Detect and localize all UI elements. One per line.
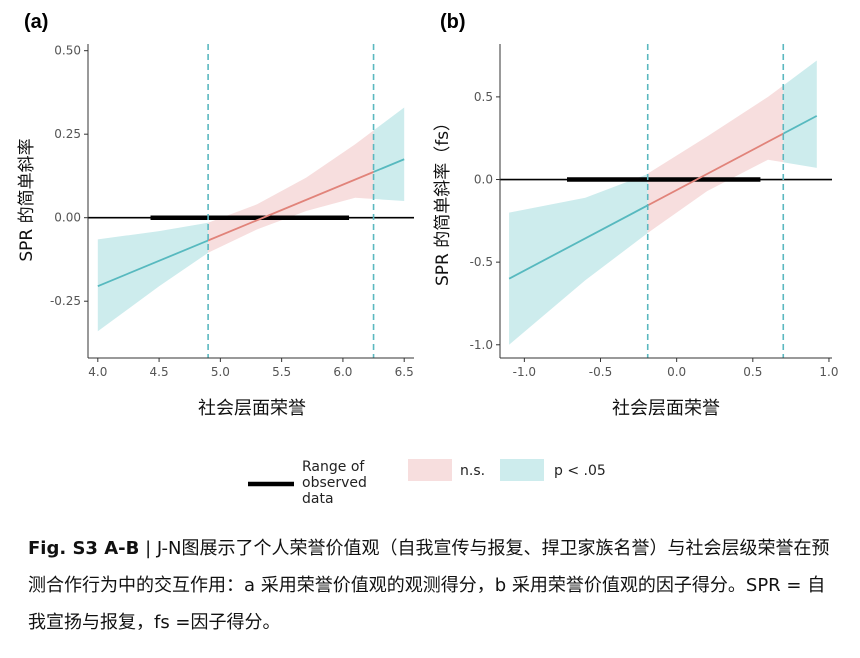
y-tick-label: -0.25 <box>50 294 81 308</box>
y-tick-label: -0.5 <box>470 255 493 269</box>
y-tick-label: 0.50 <box>54 44 81 58</box>
legend-ns-swatch <box>408 459 452 481</box>
panel-label: (b) <box>440 11 466 33</box>
x-tick-label: 5.0 <box>211 365 230 379</box>
simple-slope-line-significant-l <box>97 239 209 288</box>
y-tick-label: 0.0 <box>474 173 493 187</box>
legend-ns-label: n.s. <box>460 463 485 479</box>
confidence-band-significant-r <box>783 60 817 168</box>
x-tick-label: 4.5 <box>150 365 169 379</box>
x-tick-label: 1.0 <box>819 365 838 379</box>
x-tick-label: 0.0 <box>667 365 686 379</box>
y-tick-label: 0.5 <box>474 90 493 104</box>
confidence-band-significant-l <box>509 173 648 345</box>
legend-observed-label: data <box>302 491 334 507</box>
x-axis-title: 社会层面荣誉 <box>198 398 306 419</box>
simple-slope-line-ns-m <box>208 170 374 242</box>
x-tick-label: 6.0 <box>333 365 352 379</box>
panel-label: (a) <box>24 11 48 33</box>
panel-b: -1.0 -0.5 0.0 0.5 -1.0 -0.5 0.0 0.5 1.0 社会层面荣誉 SPR… <box>433 11 839 419</box>
x-tick-label: 5.5 <box>272 365 291 379</box>
figure-caption: Fig. S3 A-B | J-N图展示了个人荣誉价值观（自我宣传与报复、捍卫家… <box>28 530 843 641</box>
x-axis-title: 社会层面荣誉 <box>612 398 720 419</box>
panel-a: -0.25 0.00 0.25 0.50 4.0 4.5 5.0 5.5 6.0 6.5 社会层面荣… <box>17 11 414 419</box>
figure: -0.25 0.00 0.25 0.50 4.0 4.5 5.0 5.5 6.0 6.5 社会层面荣… <box>17 11 839 507</box>
y-tick-label: 0.25 <box>54 127 81 141</box>
legend-sig-label: p < .05 <box>554 463 606 479</box>
y-tick-label: 0.00 <box>54 211 81 225</box>
x-tick-label: 4.0 <box>88 365 107 379</box>
y-tick-label: -1.0 <box>470 338 493 352</box>
x-tick-label: -0.5 <box>589 365 612 379</box>
confidence-band-significant-r <box>373 107 405 201</box>
legend-observed-label: Range of <box>302 459 365 475</box>
confidence-band-ns-m <box>647 85 784 234</box>
confidence-band-ns-m <box>208 130 374 253</box>
simple-slope-line-significant-l <box>508 204 648 280</box>
legend-observed-label: observed <box>302 475 367 491</box>
confidence-band-significant-l <box>97 222 209 332</box>
x-tick-label: 0.5 <box>743 365 762 379</box>
legend-sig-swatch <box>500 459 544 481</box>
caption-figure-id: Fig. S3 A-B <box>28 538 140 559</box>
x-tick-label: -1.0 <box>513 365 536 379</box>
y-axis-title: SPR 的简单斜率（fs） <box>433 114 453 286</box>
y-axis-title: SPR 的简单斜率 <box>17 138 37 261</box>
caption-text: | J-N图展示了个人荣誉价值观（自我宣传与报复、捍卫家族名誉）与社会层级荣誉在… <box>28 538 830 633</box>
x-tick-label: 6.5 <box>395 365 414 379</box>
simple-slope-line-ns-m <box>647 132 784 207</box>
